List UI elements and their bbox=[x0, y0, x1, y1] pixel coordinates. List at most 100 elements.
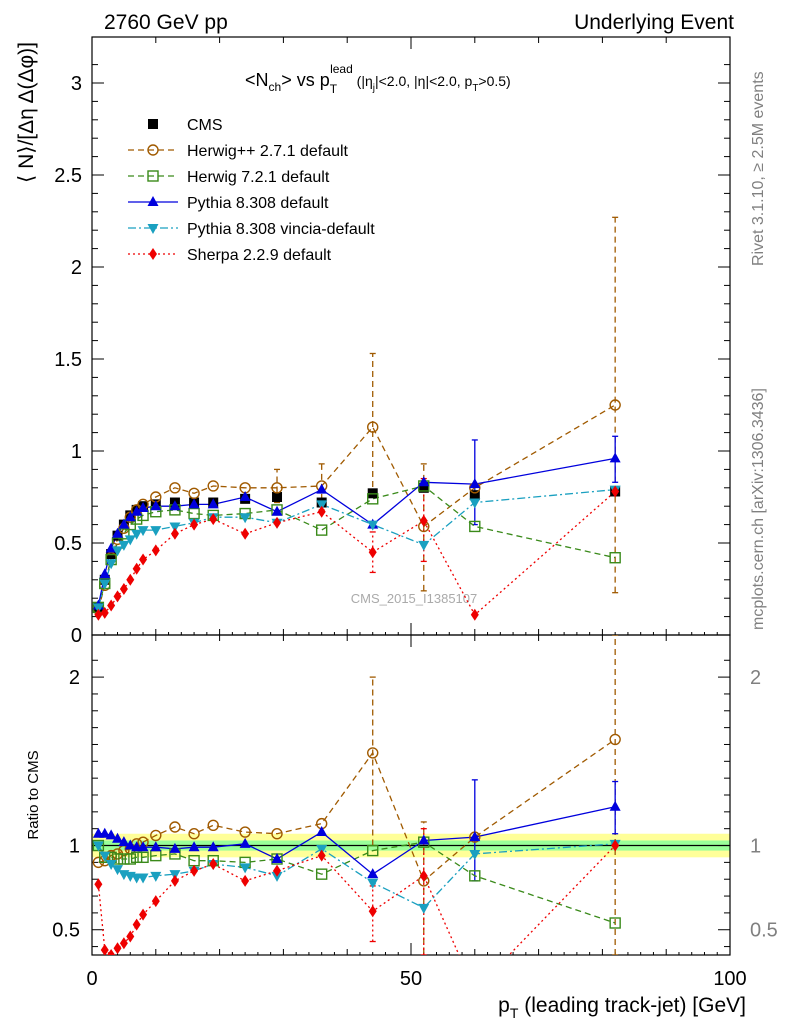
data-point bbox=[273, 516, 282, 529]
legend: CMS Herwig++ 2.7.1 default Herwig 7.2.1 de… bbox=[128, 117, 375, 264]
data-point bbox=[151, 544, 160, 557]
data-point bbox=[150, 500, 162, 511]
data-point bbox=[316, 500, 328, 511]
data-point bbox=[271, 853, 283, 863]
legend-marker bbox=[147, 196, 159, 206]
data-point bbox=[131, 505, 143, 516]
plot-title-part: <N bbox=[245, 70, 269, 90]
data-point bbox=[169, 522, 181, 533]
data-point bbox=[271, 871, 283, 882]
data-point bbox=[188, 841, 200, 852]
data-point bbox=[239, 826, 251, 838]
ratio-panel: 0.5 0.5 1 1 2 2 Ratio to CMS 0 50 100 pT (leading … bbox=[25, 634, 778, 1021]
y-tick-label: 1 bbox=[69, 836, 80, 858]
data-point bbox=[190, 518, 199, 531]
data-point bbox=[609, 552, 621, 564]
data-point bbox=[92, 603, 104, 614]
data-point bbox=[209, 858, 218, 871]
data-point bbox=[239, 863, 251, 874]
data-point bbox=[94, 878, 103, 891]
data-point bbox=[150, 526, 162, 537]
main-panel: 0 0.5 1 1.5 2 2.5 3 ⟨ N⟩/[Δη Δ(Δφ)] bbox=[15, 36, 731, 647]
legend-label: Sherpa 2.2.9 default bbox=[187, 247, 332, 264]
data-point bbox=[239, 513, 251, 524]
side-text-upper: Rivet 3.1.10, ≥ 2.5M events bbox=[750, 71, 767, 266]
data-point bbox=[272, 492, 283, 502]
plot-title-sup: lead bbox=[330, 62, 353, 76]
data-point bbox=[139, 908, 148, 921]
data-point bbox=[188, 487, 200, 500]
y-tick-label: 0.5 bbox=[54, 533, 82, 555]
data-point bbox=[609, 917, 621, 929]
x-axis-label-part: p bbox=[498, 994, 510, 1017]
data-point bbox=[137, 502, 149, 513]
data-point bbox=[469, 831, 481, 842]
data-point bbox=[273, 864, 282, 877]
data-layer bbox=[92, 216, 621, 621]
y-tick-label-right: 0.5 bbox=[750, 920, 778, 942]
data-point bbox=[469, 498, 481, 509]
data-point bbox=[169, 842, 181, 853]
data-point bbox=[130, 851, 143, 864]
data-point bbox=[118, 540, 130, 551]
data-point bbox=[611, 839, 620, 852]
data-point bbox=[609, 452, 621, 463]
data-point bbox=[470, 608, 479, 621]
header-right: Underlying Event bbox=[574, 11, 734, 34]
data-point bbox=[99, 568, 111, 579]
data-point bbox=[316, 483, 328, 494]
data-point bbox=[112, 527, 124, 538]
data-point bbox=[611, 485, 620, 498]
data-point bbox=[118, 853, 130, 865]
data-point bbox=[170, 527, 179, 540]
data-point bbox=[418, 482, 429, 493]
data-point bbox=[169, 482, 181, 494]
legend-marker bbox=[147, 170, 159, 182]
data-point bbox=[112, 832, 124, 843]
data-point bbox=[367, 747, 379, 759]
data-point bbox=[367, 493, 379, 505]
legend-marker bbox=[148, 119, 158, 129]
legend-marker bbox=[147, 144, 159, 156]
data-point bbox=[118, 836, 130, 847]
data-point bbox=[99, 579, 111, 590]
plot-title-part: >0.5) bbox=[478, 73, 510, 89]
data-point bbox=[169, 500, 181, 511]
y-tick-label: 1.5 bbox=[54, 349, 82, 371]
plot-title-part: |<2.0, |η|<2.0, p bbox=[375, 73, 473, 89]
data-point bbox=[188, 507, 200, 520]
data-point bbox=[207, 498, 219, 509]
data-point bbox=[105, 860, 117, 871]
data-point bbox=[368, 905, 377, 918]
y-tick-label: 1 bbox=[71, 441, 82, 463]
plot-title-part: > vs p bbox=[281, 70, 330, 90]
data-point bbox=[469, 520, 481, 533]
data-point bbox=[113, 942, 122, 955]
data-point bbox=[190, 864, 199, 877]
data-point bbox=[419, 869, 428, 882]
data-point bbox=[99, 851, 111, 862]
series-line bbox=[98, 738, 616, 882]
x-tick-label: 100 bbox=[713, 968, 746, 990]
data-point bbox=[469, 490, 480, 501]
data-point bbox=[418, 903, 430, 914]
data-point bbox=[105, 829, 117, 840]
data-point bbox=[124, 535, 136, 546]
data-point bbox=[92, 841, 104, 852]
watermark: CMS_2015_I1385107 bbox=[351, 591, 478, 606]
data-point bbox=[471, 984, 479, 996]
y-axis-label: ⟨ N⟩/[Δη Δ(Δφ)] bbox=[15, 42, 38, 183]
data-point bbox=[367, 878, 379, 889]
data-point bbox=[241, 527, 250, 540]
data-point bbox=[207, 480, 219, 492]
legend-label: Herwig 7.2.1 default bbox=[187, 169, 330, 186]
data-point bbox=[317, 505, 326, 518]
data-point bbox=[317, 849, 326, 862]
y-tick-label: 2.5 bbox=[54, 165, 82, 187]
data-point bbox=[124, 511, 136, 522]
data-point bbox=[239, 837, 251, 848]
data-point bbox=[100, 943, 109, 955]
data-point bbox=[150, 871, 162, 882]
data-point bbox=[188, 828, 200, 840]
